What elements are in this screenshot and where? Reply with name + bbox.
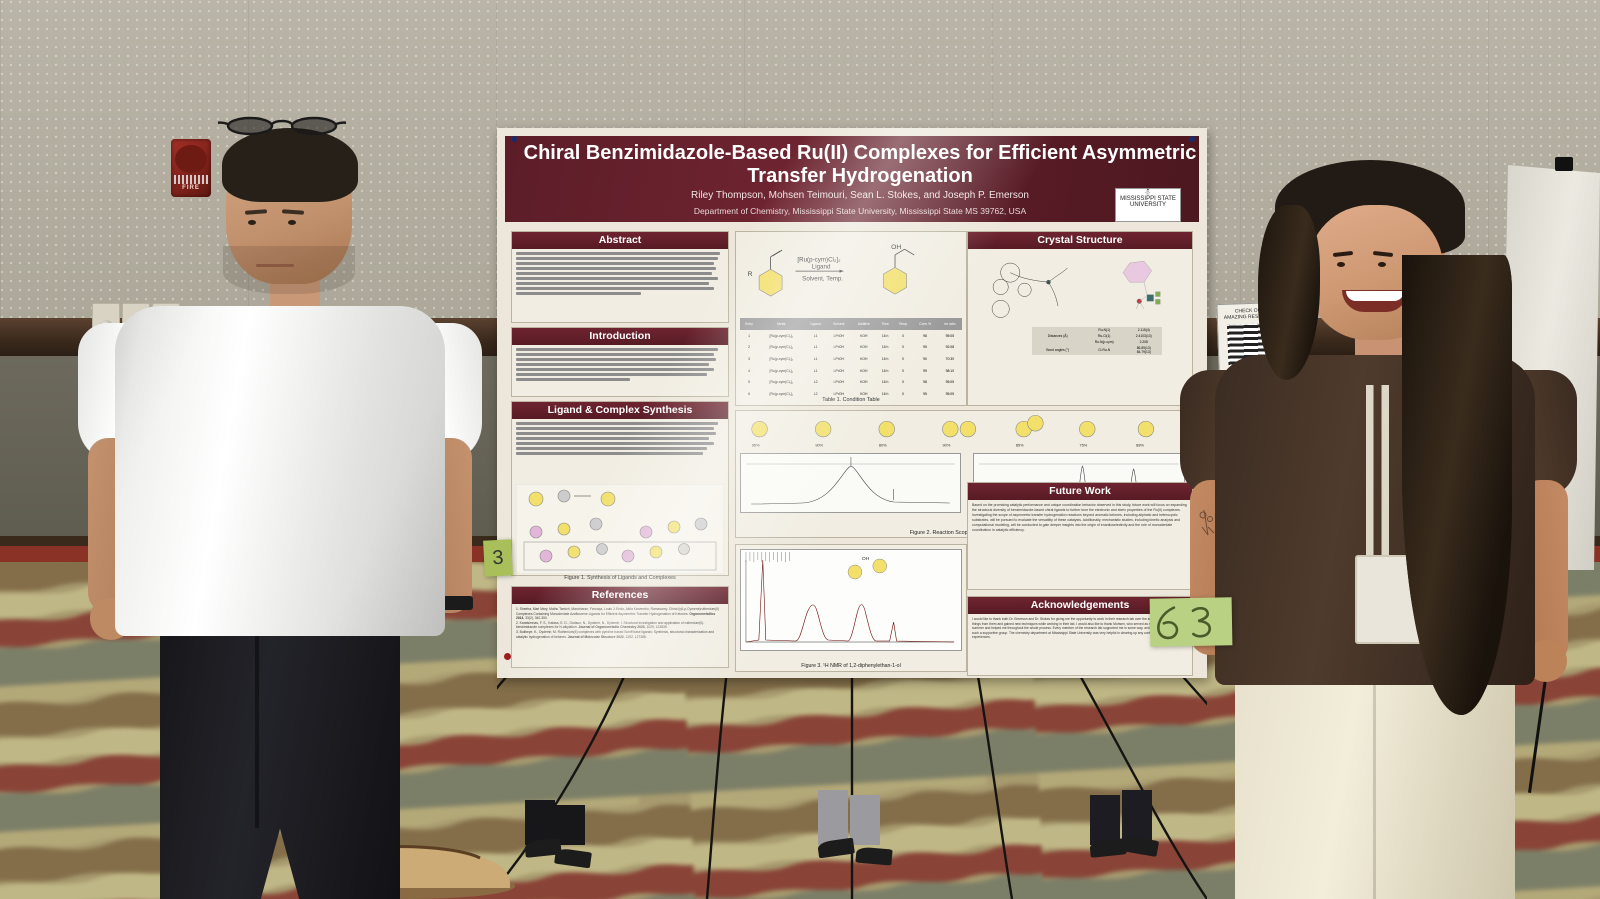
svg-text:90%: 90% xyxy=(815,443,823,448)
svg-text:85%: 85% xyxy=(1016,443,1024,448)
svg-text:R: R xyxy=(748,271,753,278)
svg-text:OH: OH xyxy=(862,556,870,562)
svg-text:80%: 80% xyxy=(879,443,887,448)
svg-text:88%: 88% xyxy=(1136,443,1144,448)
svg-text:OH: OH xyxy=(891,244,901,251)
svg-text:95%: 95% xyxy=(752,443,760,448)
svg-text:90%: 90% xyxy=(942,443,950,448)
svg-text:Ligand: Ligand xyxy=(812,263,831,270)
svg-text:Solvent, Temp.: Solvent, Temp. xyxy=(802,276,843,283)
svg-text:75%: 75% xyxy=(1079,443,1087,448)
